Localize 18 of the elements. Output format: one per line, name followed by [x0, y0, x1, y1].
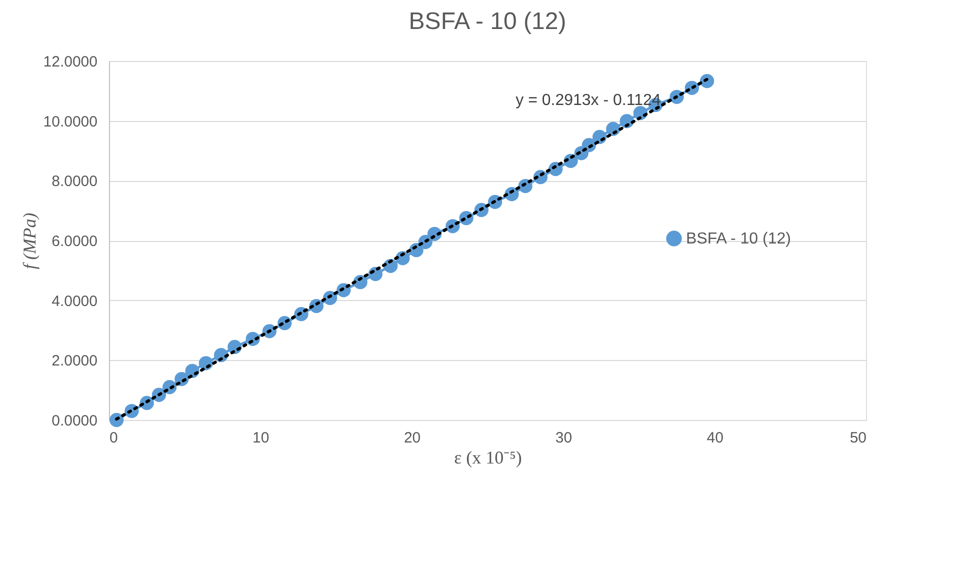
y-axis-title: f (MPa)	[19, 212, 40, 270]
legend-label: BSFA - 10 (12)	[686, 230, 791, 248]
y-tick-label: 2.0000	[52, 352, 98, 370]
y-tick-label: 10.0000	[43, 113, 98, 130]
x-tick-label: 20	[404, 430, 421, 446]
y-tick-label: 8.0000	[52, 173, 98, 190]
x-tick-label: 50	[850, 430, 866, 446]
y-tick-label: 0.0000	[52, 412, 98, 430]
x-tick-label: 30	[555, 430, 572, 446]
y-tick-label: 4.0000	[52, 292, 98, 310]
chart-title: BSFA - 10 (12)	[408, 8, 566, 35]
y-tick-label: 12.0000	[43, 54, 98, 70]
x-tick-label: 0	[110, 430, 118, 446]
x-tick-label: 10	[252, 430, 270, 446]
x-axis-title: ε (x 10⁻⁵)	[454, 448, 522, 468]
x-tick-label: 40	[706, 430, 724, 446]
y-tick-label: 6.0000	[52, 233, 98, 250]
annotation: y = 0.2913x - 0.1124	[516, 92, 661, 110]
